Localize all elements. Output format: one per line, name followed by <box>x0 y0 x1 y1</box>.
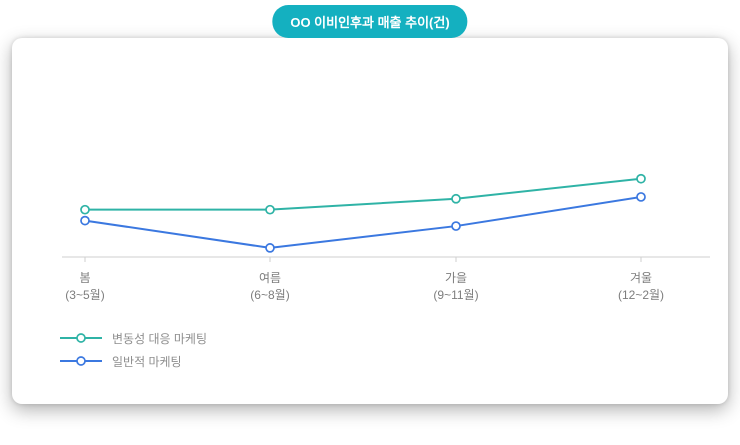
x-axis-label: 가을 <box>445 271 467 285</box>
x-axis-sublabel: (12~2월) <box>618 288 664 302</box>
legend-label: 변동성 대응 마케팅 <box>112 331 207 346</box>
data-point-marker <box>636 192 646 202</box>
legend-label: 일반적 마케팅 <box>112 354 182 369</box>
x-axis-sublabel: (3~5월) <box>65 288 104 302</box>
data-point-marker <box>80 215 90 226</box>
x-axis-sublabel: (6~8월) <box>250 288 289 302</box>
data-point-marker <box>636 173 646 184</box>
chart-card: 봄 (3~5월) 여름 (6~8월) 가을 (9~11월) 겨울 (12~2월) 변동성 대응… <box>12 38 728 404</box>
chart-title-badge: OO 이비인후과 매출 추이(건) <box>272 5 468 38</box>
chart-title: OO 이비인후과 매출 추이(건) <box>290 15 450 30</box>
data-point-marker <box>451 193 461 204</box>
x-axis-sublabel: (9~11월) <box>433 288 478 302</box>
x-axis-label: 봄 <box>79 271 90 285</box>
data-point-marker <box>451 221 461 231</box>
legend-marker-icon <box>60 333 102 343</box>
series-line-0 <box>85 177 642 211</box>
legend-item-0: 변동성 대응 마케팅 <box>60 331 207 346</box>
data-point-marker <box>265 204 275 215</box>
data-point-marker <box>80 204 90 215</box>
series-line-1 <box>84 195 642 249</box>
x-axis-label: 겨울 <box>630 271 652 285</box>
legend-marker-icon <box>60 356 102 366</box>
data-point-marker <box>265 243 275 253</box>
x-axis-label: 여름 <box>259 271 281 285</box>
line-chart: 봄 (3~5월) 여름 (6~8월) 가을 (9~11월) 겨울 (12~2월) <box>62 173 710 302</box>
legend-item-1: 일반적 마케팅 <box>60 354 207 369</box>
